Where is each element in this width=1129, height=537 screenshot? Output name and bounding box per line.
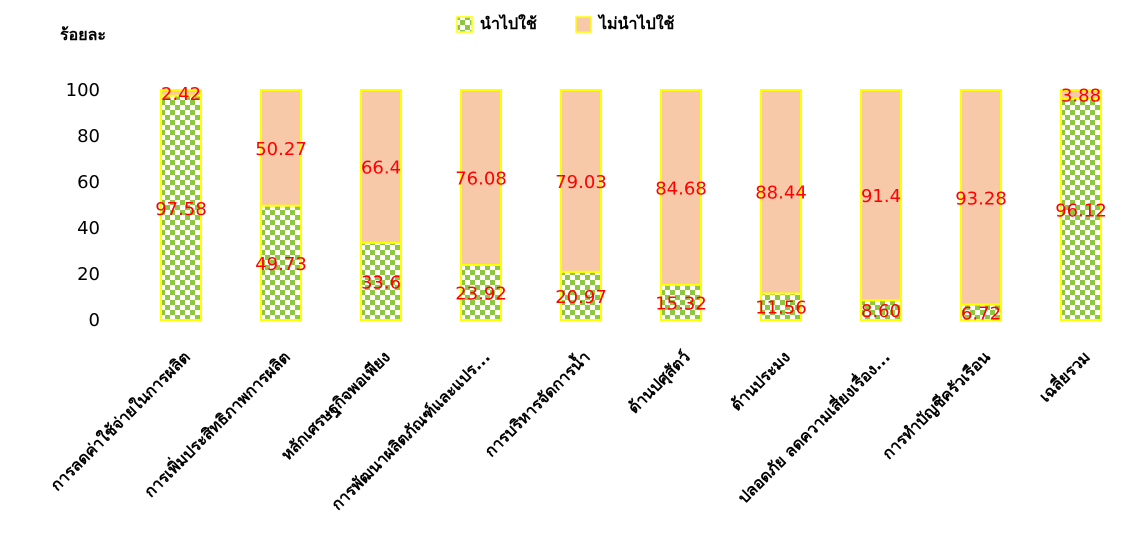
y-tick-label: 100 — [66, 80, 100, 101]
data-label-used: 23.92 — [455, 283, 507, 304]
category-label: การพัฒนาผลิตภัณฑ์และแปร... — [327, 347, 493, 513]
y-tick-label: 20 — [77, 264, 100, 285]
bar-not-used — [960, 89, 1002, 306]
data-label-used: 20.97 — [555, 287, 607, 308]
legend-swatch-used — [456, 16, 473, 33]
y-tick-label: 40 — [77, 218, 100, 239]
bar-not-used — [860, 89, 902, 302]
category-label: หลักเศรษฐกิจพอเพียง — [277, 347, 394, 464]
data-label-not-used: 50.27 — [255, 139, 307, 160]
data-labels: 97.58 2.42 49.73 50.27 33.6 66.4 23.92 76.08 20.… — [155, 84, 1107, 324]
data-label-not-used: 91.4 — [861, 186, 901, 207]
bars — [160, 89, 1102, 322]
bar-used — [160, 94, 202, 322]
bar-not-used — [760, 89, 802, 295]
data-label-used: 97.58 — [155, 199, 207, 220]
data-label-not-used: 66.4 — [361, 157, 401, 178]
category-label: การทำบัญชีครัวเรือน — [878, 347, 994, 463]
data-label-not-used: 76.08 — [455, 168, 507, 189]
bar-used — [1060, 97, 1102, 322]
bar-used — [460, 263, 502, 322]
category-label: ด้านประมง — [727, 347, 794, 414]
bar-used — [360, 241, 402, 321]
legend-swatch-not-used — [575, 16, 592, 33]
legend: นำไปใช้ ไม่นำไปใช้ — [456, 14, 675, 33]
bar-used — [760, 292, 802, 321]
bar-not-used — [660, 89, 702, 286]
bar-not-used — [360, 89, 402, 244]
bar-not-used — [260, 89, 302, 207]
data-label-used: 96.12 — [1055, 200, 1107, 221]
data-label-used: 8.60 — [861, 301, 901, 322]
bar-not-used — [460, 89, 502, 266]
category-labels: การลดค่าใช้จ่ายในการผลิตการเพิ่มประสิทธิ… — [47, 345, 1094, 514]
data-label-not-used: 3.88 — [1061, 85, 1101, 106]
data-label-not-used: 84.68 — [655, 178, 707, 199]
category-label: เฉลี่ยรวม — [1034, 346, 1094, 406]
bar-used — [560, 270, 602, 322]
data-label-used: 49.73 — [255, 254, 307, 275]
data-label-not-used: 88.44 — [755, 183, 807, 204]
bar-not-used — [560, 89, 602, 273]
category-label: ด้านปศุสัตว์ — [624, 347, 695, 418]
data-label-used: 33.6 — [361, 272, 401, 293]
y-tick-label: 80 — [77, 126, 100, 147]
y-tick-label: 0 — [89, 310, 100, 331]
bar-not-used — [160, 89, 202, 97]
y-axis-title: ร้อยละ — [60, 25, 106, 44]
data-label-not-used: 93.28 — [955, 188, 1007, 209]
y-axis-ticks: 0 20 40 60 80 100 — [66, 80, 100, 331]
data-label-not-used: 2.42 — [161, 84, 201, 105]
data-label-used: 6.72 — [961, 303, 1001, 324]
data-label-used: 15.32 — [655, 293, 707, 314]
bar-not-used — [1060, 89, 1102, 100]
legend-label-not-used: ไม่นำไปใช้ — [597, 14, 675, 33]
y-tick-label: 60 — [77, 172, 100, 193]
legend-label-used: นำไปใช้ — [480, 14, 537, 33]
category-label: การบริหารจัดการน้ำ — [479, 345, 594, 460]
data-label-not-used: 79.03 — [555, 172, 607, 193]
data-label-used: 11.56 — [755, 298, 807, 319]
